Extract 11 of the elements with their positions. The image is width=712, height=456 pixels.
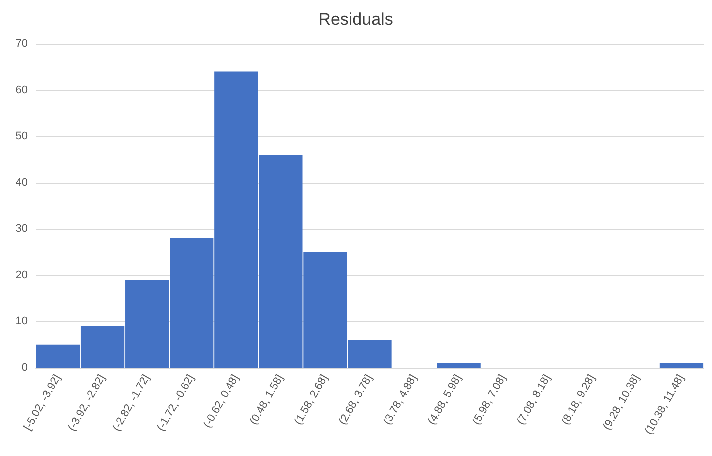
y-tick-label: 60 bbox=[16, 84, 28, 96]
y-tick-label: 30 bbox=[16, 223, 28, 236]
bar bbox=[437, 363, 481, 368]
y-tick-label: 50 bbox=[16, 130, 28, 143]
chart-title: Residuals bbox=[318, 10, 394, 29]
y-tick-label: 10 bbox=[16, 316, 28, 328]
y-tick-label: 70 bbox=[16, 38, 28, 50]
y-tick-label: 0 bbox=[22, 362, 28, 374]
bar bbox=[660, 363, 704, 368]
y-tick-label: 40 bbox=[16, 176, 28, 189]
y-tick-label: 20 bbox=[16, 269, 28, 282]
